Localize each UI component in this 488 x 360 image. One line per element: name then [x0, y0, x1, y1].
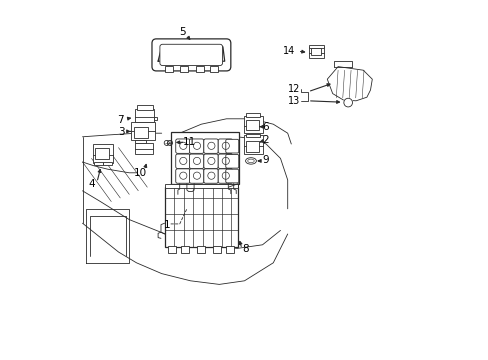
FancyBboxPatch shape: [175, 169, 190, 183]
Bar: [310, 48, 320, 55]
Text: 2: 2: [262, 135, 268, 145]
Bar: [246, 141, 258, 152]
Bar: [246, 120, 258, 130]
Bar: [246, 113, 260, 117]
Text: 9: 9: [262, 155, 268, 165]
Text: 1: 1: [163, 220, 170, 230]
FancyBboxPatch shape: [189, 169, 203, 183]
Bar: [210, 66, 218, 72]
Bar: [197, 246, 204, 253]
Bar: [196, 66, 203, 72]
Circle shape: [343, 98, 352, 107]
Text: 11: 11: [183, 137, 196, 147]
Text: 13: 13: [287, 96, 300, 106]
Text: 3: 3: [118, 127, 124, 137]
Bar: [93, 144, 113, 163]
Text: 6: 6: [262, 122, 268, 132]
Text: 10: 10: [133, 168, 146, 178]
Bar: [170, 132, 239, 184]
Bar: [246, 134, 260, 137]
Ellipse shape: [245, 158, 256, 164]
Bar: [134, 140, 145, 143]
Bar: [213, 246, 221, 253]
Bar: [309, 45, 323, 48]
Text: 7: 7: [117, 114, 123, 125]
FancyBboxPatch shape: [203, 154, 218, 168]
Text: 5: 5: [179, 27, 185, 37]
Polygon shape: [326, 67, 371, 101]
Bar: [95, 148, 108, 159]
Bar: [94, 162, 103, 165]
Bar: [244, 116, 263, 133]
Bar: [136, 105, 152, 110]
Bar: [165, 66, 173, 72]
Bar: [309, 47, 324, 58]
Bar: [168, 246, 176, 253]
Bar: [134, 109, 154, 122]
FancyBboxPatch shape: [218, 154, 232, 168]
Text: 4: 4: [88, 179, 95, 189]
FancyBboxPatch shape: [160, 44, 222, 66]
FancyBboxPatch shape: [203, 139, 218, 153]
FancyBboxPatch shape: [189, 154, 203, 168]
Text: 14: 14: [283, 46, 295, 56]
Text: 12: 12: [287, 84, 300, 94]
Bar: [164, 187, 238, 247]
FancyBboxPatch shape: [189, 139, 203, 153]
Bar: [244, 135, 263, 154]
FancyBboxPatch shape: [225, 139, 238, 153]
Bar: [154, 117, 157, 120]
FancyBboxPatch shape: [203, 169, 218, 183]
FancyBboxPatch shape: [175, 139, 190, 153]
Bar: [134, 127, 147, 138]
Text: 8: 8: [242, 244, 248, 254]
Bar: [164, 184, 238, 188]
Bar: [103, 162, 112, 165]
Bar: [179, 66, 187, 72]
FancyBboxPatch shape: [152, 39, 230, 71]
FancyBboxPatch shape: [218, 139, 232, 153]
FancyBboxPatch shape: [175, 154, 190, 168]
Ellipse shape: [247, 159, 254, 163]
Bar: [226, 246, 234, 253]
FancyBboxPatch shape: [218, 169, 232, 183]
FancyBboxPatch shape: [225, 169, 238, 183]
FancyBboxPatch shape: [225, 154, 238, 168]
Bar: [131, 122, 154, 140]
Bar: [134, 143, 152, 154]
Bar: [181, 246, 188, 253]
